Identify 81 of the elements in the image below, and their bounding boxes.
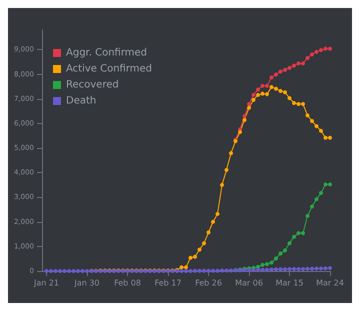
point	[184, 265, 188, 270]
point	[296, 61, 300, 66]
point	[220, 182, 224, 187]
point	[265, 262, 269, 266]
point	[288, 241, 292, 246]
point	[252, 92, 256, 97]
point	[314, 197, 318, 202]
point	[306, 56, 310, 60]
point	[283, 90, 287, 94]
point	[202, 241, 206, 246]
point	[260, 84, 264, 88]
point	[278, 252, 282, 256]
point	[278, 88, 282, 93]
point	[292, 64, 296, 68]
point	[265, 84, 269, 88]
legend-label: Recovered	[66, 80, 119, 90]
point	[278, 70, 282, 74]
point	[242, 114, 246, 118]
point	[324, 136, 328, 140]
point	[314, 124, 318, 128]
point	[193, 254, 197, 259]
point	[314, 50, 318, 54]
point	[319, 48, 323, 52]
point	[216, 212, 220, 216]
point	[270, 75, 274, 80]
point	[188, 256, 192, 260]
point	[238, 130, 242, 134]
point	[180, 265, 184, 270]
point	[310, 52, 314, 56]
point	[324, 182, 328, 186]
point	[288, 96, 292, 100]
point	[256, 88, 260, 92]
point	[306, 113, 310, 118]
point	[301, 231, 305, 236]
point	[265, 92, 269, 96]
point	[328, 182, 332, 186]
point	[283, 248, 287, 252]
x-tick-label: Mar 15	[276, 278, 304, 288]
point	[324, 46, 328, 51]
point	[292, 234, 296, 239]
x-tick-label: Mar 24	[316, 278, 344, 288]
x-tick-label: Jan 21	[32, 278, 60, 288]
point	[328, 46, 332, 51]
point	[319, 191, 323, 196]
point	[260, 92, 264, 96]
point	[198, 248, 202, 252]
point	[328, 136, 332, 140]
legend-label: Death	[66, 96, 96, 106]
x-tick-label: Feb 26	[195, 278, 222, 288]
point	[206, 230, 210, 234]
point	[292, 101, 296, 106]
x-tick-label: Mar 06	[235, 278, 263, 288]
point	[247, 102, 251, 106]
point	[229, 151, 233, 156]
point	[301, 102, 305, 106]
legend-label: Aggr. Confirmed	[66, 48, 148, 58]
point	[211, 220, 215, 224]
point	[274, 72, 278, 77]
point	[224, 168, 228, 172]
x-tick-label: Feb 17	[154, 278, 182, 288]
point	[288, 66, 292, 70]
point	[319, 128, 323, 133]
point	[274, 256, 278, 260]
point	[306, 214, 310, 218]
point	[270, 260, 274, 265]
point	[274, 86, 278, 91]
point	[242, 118, 246, 122]
point	[252, 98, 256, 102]
point	[301, 61, 305, 66]
legend-label: Active Confirmed	[66, 64, 152, 74]
point	[270, 85, 274, 90]
x-tick-label: Feb 08	[114, 278, 141, 288]
point	[260, 262, 264, 267]
point	[310, 118, 314, 123]
point	[283, 68, 287, 72]
point	[310, 204, 314, 209]
point	[296, 231, 300, 236]
point	[247, 106, 251, 110]
point	[256, 92, 260, 97]
point	[296, 102, 300, 106]
x-tick-label: Jan 30	[73, 278, 100, 288]
